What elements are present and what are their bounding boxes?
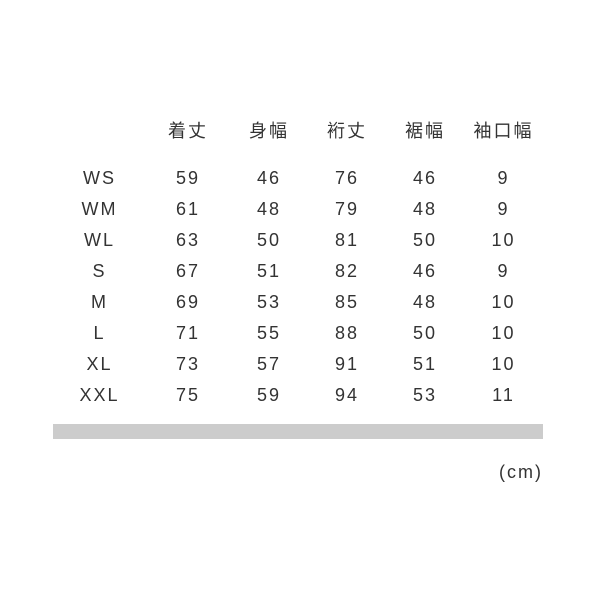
measurement-value: 85 <box>334 292 360 312</box>
measurement-value: 55 <box>256 323 282 343</box>
measurement-value: 50 <box>412 323 438 343</box>
measurement-value: 9 <box>497 199 510 219</box>
size-label: WL <box>84 230 115 250</box>
size-label: M <box>91 292 108 312</box>
measurement-value: 48 <box>256 199 282 219</box>
size-label: WM <box>81 199 118 219</box>
measurement-value: 9 <box>497 261 510 281</box>
column-header-yukitake: 裄丈 <box>327 121 367 141</box>
measurement-value: 61 <box>175 199 201 219</box>
table-row-wl: WL 63 50 81 50 10 <box>53 225 543 256</box>
measurement-value: 75 <box>175 385 201 405</box>
measurement-value: 69 <box>175 292 201 312</box>
measurement-value: 67 <box>175 261 201 281</box>
corner-cell <box>53 116 146 163</box>
measurement-value: 10 <box>491 292 516 312</box>
measurement-value: 63 <box>175 230 201 250</box>
measurement-value: 59 <box>256 385 282 405</box>
column-header-mihaba: 身幅 <box>249 121 289 141</box>
measurement-value: 50 <box>256 230 282 250</box>
size-label: S <box>92 261 107 281</box>
size-label: L <box>93 323 106 343</box>
table-row-xxl: XXL 75 59 94 53 11 <box>53 380 543 411</box>
measurement-value: 11 <box>492 385 515 405</box>
measurement-value: 53 <box>412 385 438 405</box>
table-row-l: L 71 55 88 50 10 <box>53 318 543 349</box>
measurement-value: 10 <box>491 323 516 343</box>
size-label: XXL <box>79 385 120 405</box>
measurement-value: 48 <box>412 199 438 219</box>
measurement-value: 82 <box>334 261 360 281</box>
size-chart-table: 着丈 身幅 裄丈 裾幅 袖口幅 WS 59 46 76 46 9 WM 61 4… <box>53 116 543 411</box>
measurement-value: 53 <box>256 292 282 312</box>
measurement-value: 73 <box>175 354 201 374</box>
measurement-value: 10 <box>491 230 516 250</box>
measurement-value: 51 <box>256 261 282 281</box>
measurement-value: 50 <box>412 230 438 250</box>
table-header-row: 着丈 身幅 裄丈 裾幅 袖口幅 <box>53 116 543 163</box>
table-row-xl: XL 73 57 91 51 10 <box>53 349 543 380</box>
table-row-ws: WS 59 46 76 46 9 <box>53 163 543 194</box>
unit-label: (cm) <box>499 462 543 482</box>
table-row-s: S 67 51 82 46 9 <box>53 256 543 287</box>
column-header-sodeguchihaba: 袖口幅 <box>473 121 534 141</box>
measurement-value: 48 <box>412 292 438 312</box>
measurement-value: 76 <box>334 168 360 188</box>
measurement-value: 79 <box>334 199 360 219</box>
measurement-value: 57 <box>256 354 282 374</box>
column-header-kitake: 着丈 <box>168 121 208 141</box>
column-header-susohaba: 裾幅 <box>405 121 445 141</box>
table-row-wm: WM 61 48 79 48 9 <box>53 194 543 225</box>
measurement-value: 46 <box>256 168 282 188</box>
measurement-value: 91 <box>334 354 360 374</box>
measurement-value: 9 <box>497 168 510 188</box>
measurement-value: 10 <box>491 354 516 374</box>
size-label: WS <box>83 168 116 188</box>
measurement-value: 88 <box>334 323 360 343</box>
measurement-value: 59 <box>175 168 201 188</box>
measurement-value: 51 <box>412 354 438 374</box>
measurement-value: 81 <box>334 230 360 250</box>
measurement-value: 94 <box>334 385 360 405</box>
size-label: XL <box>86 354 113 374</box>
divider-bar <box>53 424 543 439</box>
measurement-value: 46 <box>412 261 438 281</box>
measurement-value: 71 <box>175 323 201 343</box>
table-row-m: M 69 53 85 48 10 <box>53 287 543 318</box>
measurement-value: 46 <box>412 168 438 188</box>
